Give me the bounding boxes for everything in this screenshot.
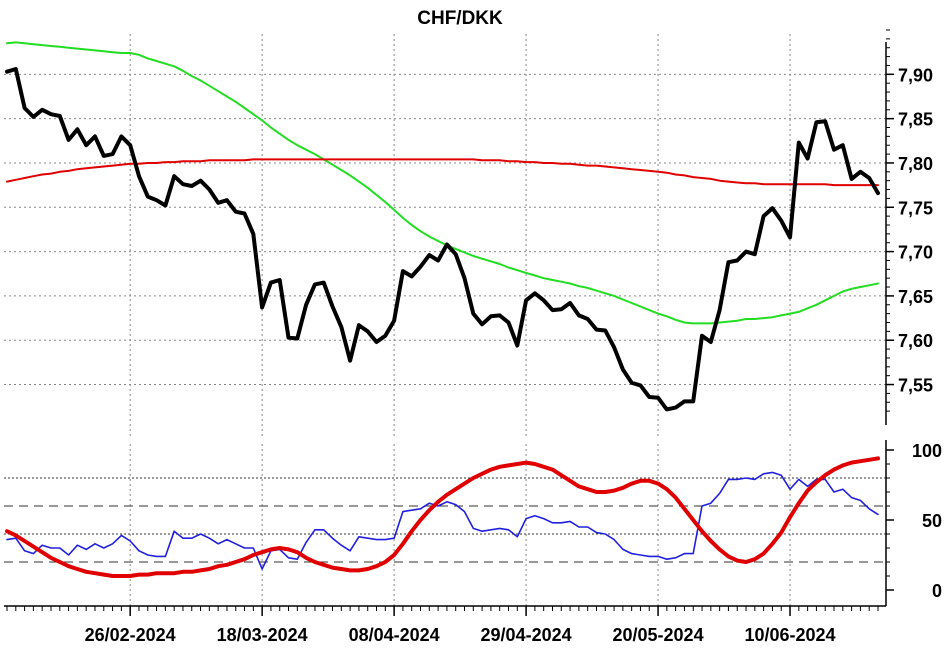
price-line xyxy=(5,67,880,412)
upper-ytick-label-1: 7,85 xyxy=(898,110,933,130)
signal-line xyxy=(5,456,880,578)
oscillator-line xyxy=(6,471,879,570)
x-tick-label-4: 20/05-2024 xyxy=(613,625,704,645)
upper-ytick-label-5: 7,65 xyxy=(898,287,933,307)
lower-ytick-label-1: 50 xyxy=(922,511,942,531)
lower-ytick-label-2: 0 xyxy=(932,581,942,601)
upper-ytick-label-2: 7,80 xyxy=(898,154,933,174)
x-ticks: 26/02-2024 18/03-2024 08/04-2024 29/04-2024… xyxy=(6,606,879,645)
lower-y-ticks: 100 50 0 xyxy=(886,441,942,601)
x-tick-label-3: 29/04-2024 xyxy=(481,625,572,645)
lower-ytick-label-0: 100 xyxy=(912,441,942,461)
upper-ytick-label-6: 7,60 xyxy=(898,331,933,351)
upper-ytick-label-3: 7,75 xyxy=(898,198,933,218)
ma_long-line xyxy=(6,158,879,187)
ma_medium-line xyxy=(6,41,879,325)
x-tick-label-2: 08/04-2024 xyxy=(349,625,440,645)
lower-gridlines xyxy=(4,444,886,606)
x-tick-label-1: 18/03-2024 xyxy=(217,625,308,645)
x-tick-label-0: 26/02-2024 xyxy=(85,625,176,645)
upper-series-group xyxy=(5,41,880,412)
x-tick-label-5: 10/06-2024 xyxy=(744,625,835,645)
lower-series-group xyxy=(5,456,880,578)
chart-title: CHF/DKK xyxy=(417,8,503,29)
upper-y-ticks: 7,90 7,85 7,80 7,75 7,70 7,65 7,60 7,55 xyxy=(886,29,933,412)
upper-gridlines xyxy=(4,34,886,438)
upper-ytick-label-7: 7,55 xyxy=(898,376,933,396)
upper-ytick-label-0: 7,90 xyxy=(898,65,933,85)
upper-ytick-label-4: 7,70 xyxy=(898,243,933,263)
